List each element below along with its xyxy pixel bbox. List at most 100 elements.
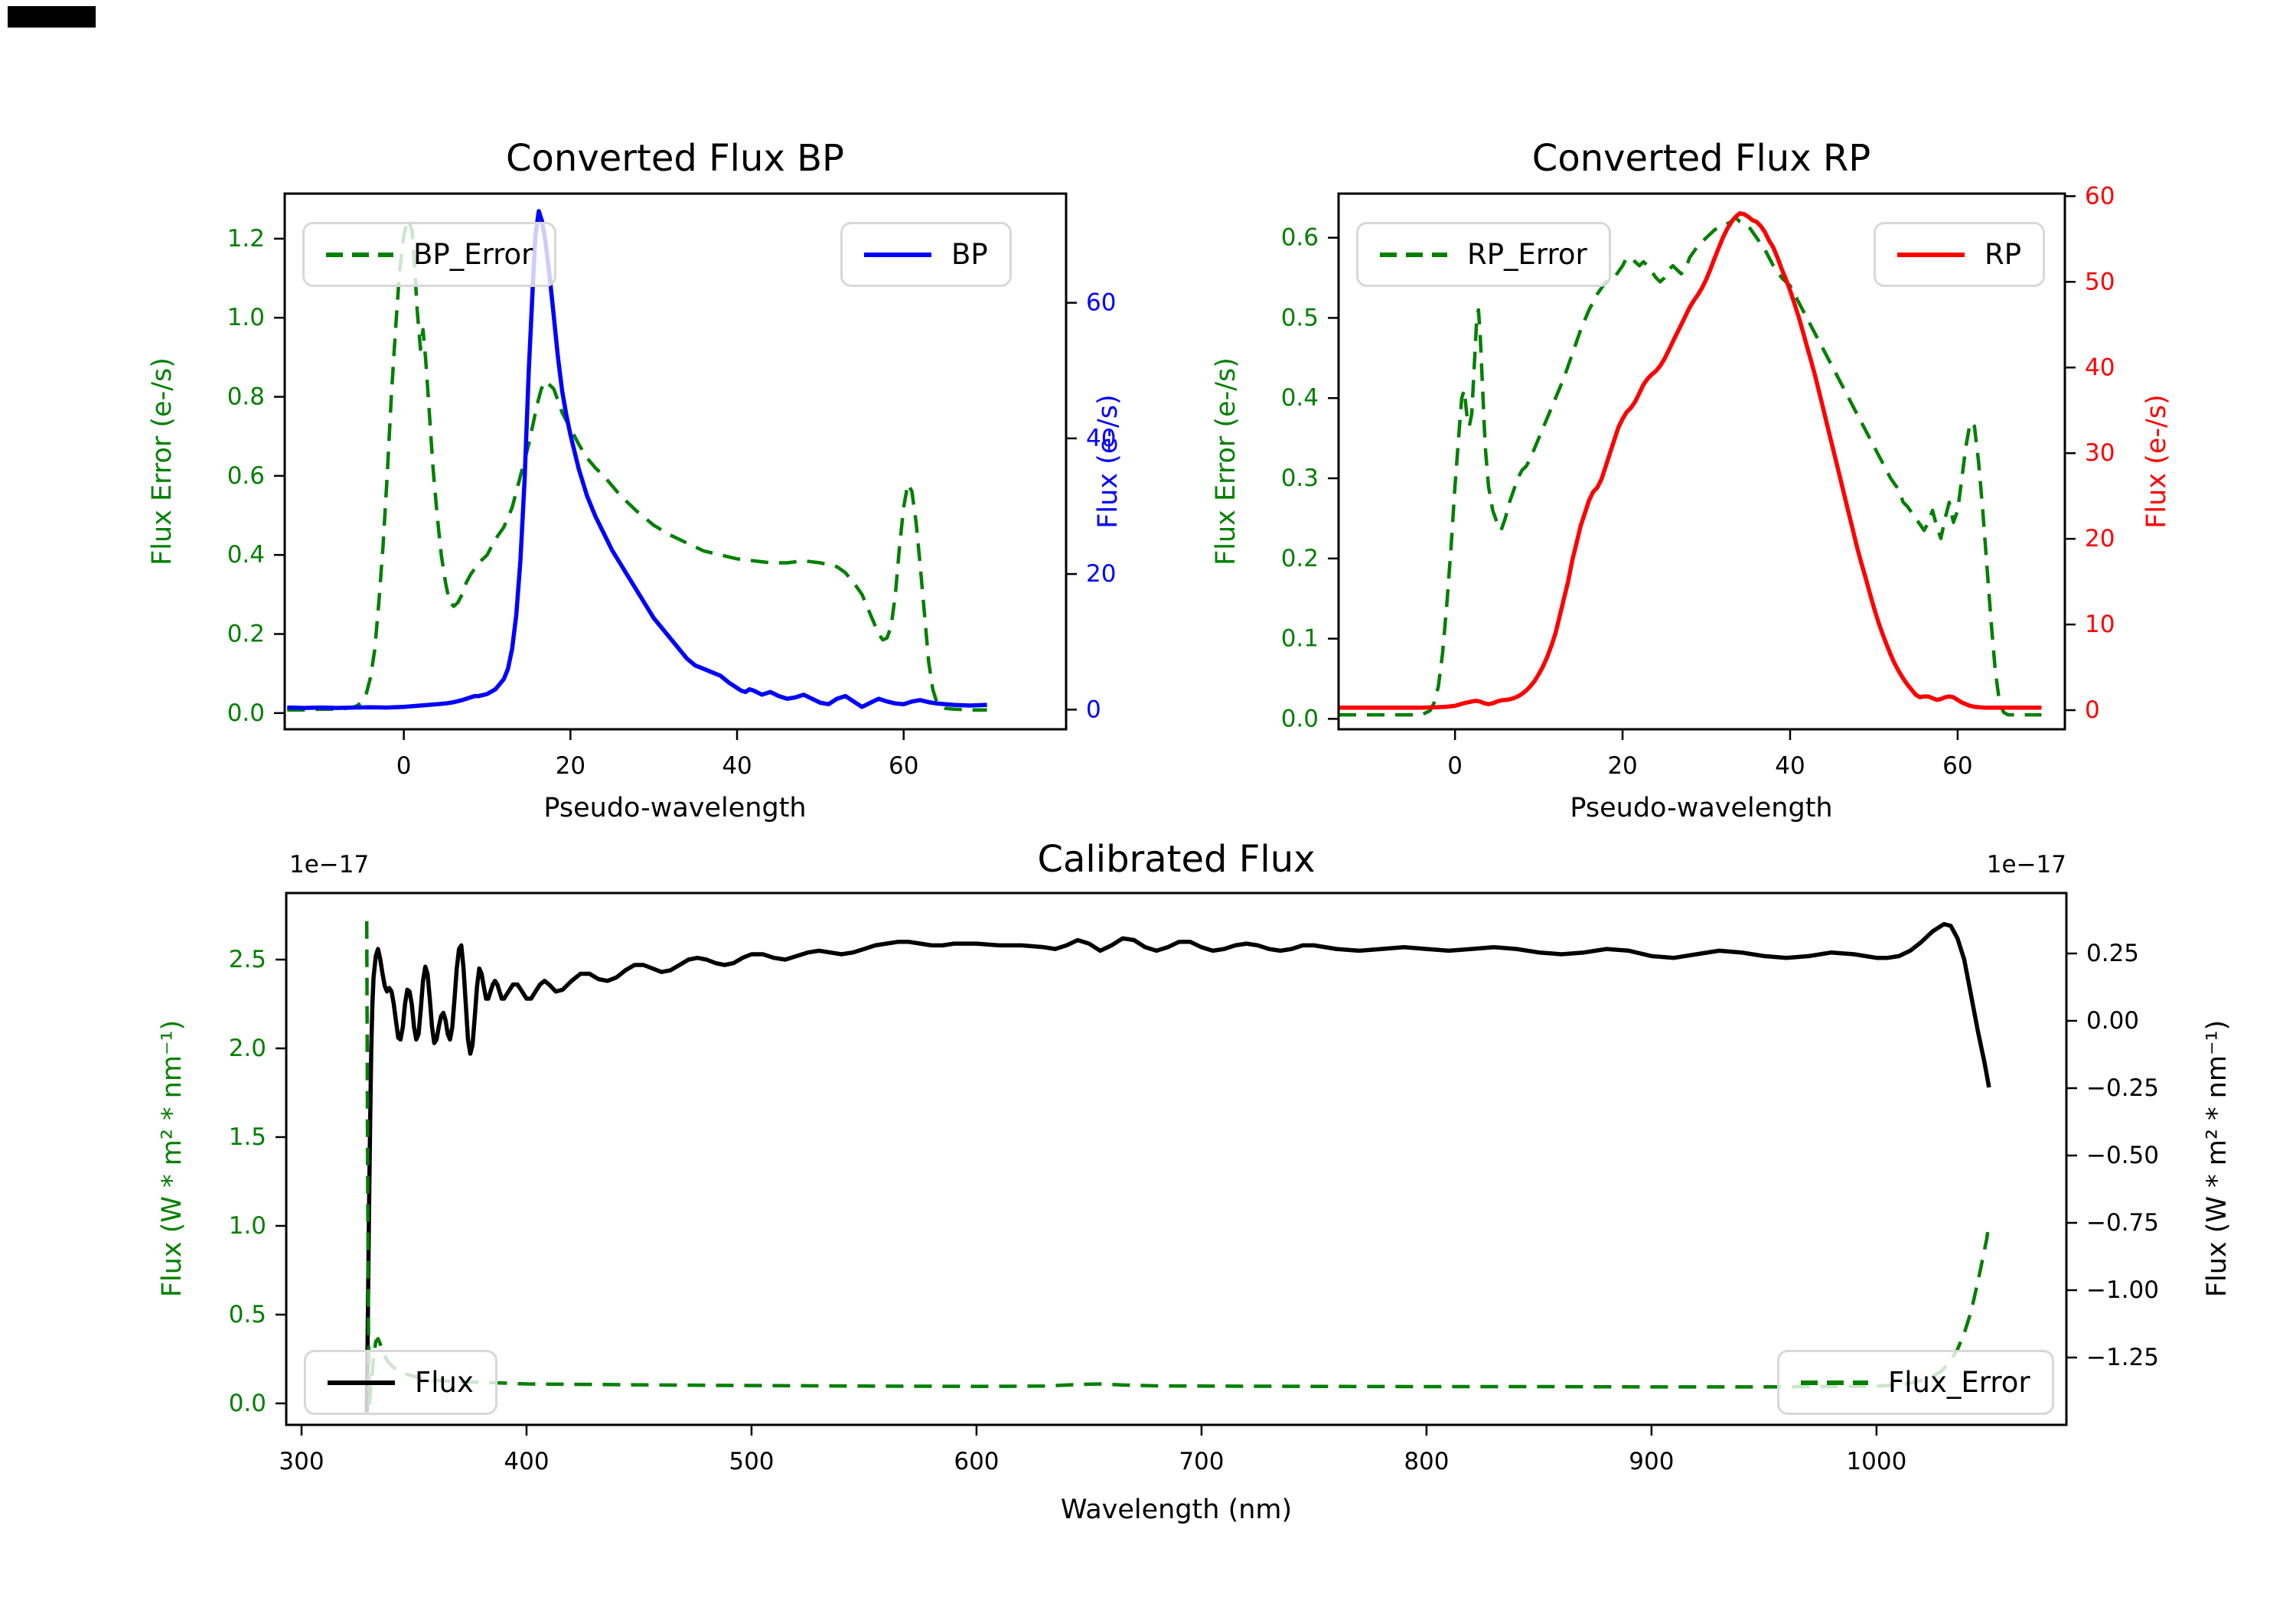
y-left-tick-label: 0.0 <box>229 1390 266 1417</box>
y-left-tick-label: 0.2 <box>1281 545 1319 572</box>
x-tick-label: 800 <box>1404 1448 1449 1475</box>
legend-line-sample <box>328 1378 395 1387</box>
y-right-tick-label: −0.75 <box>2086 1209 2159 1237</box>
y-right-tick-label: 0.00 <box>2086 1007 2139 1035</box>
legend-label: RP <box>1985 238 2022 271</box>
y-left-tick-label: 0.6 <box>227 462 265 490</box>
y-right-tick-label: 40 <box>1086 425 1116 452</box>
y-left-tick-label: 0.0 <box>227 699 265 727</box>
y-right-tick-label: 0.25 <box>2086 940 2139 967</box>
y-left-tick-label: 2.0 <box>229 1035 266 1062</box>
y-left-tick-label: 1.2 <box>227 225 265 253</box>
y-left-tick-label: 0.2 <box>227 620 265 647</box>
y-left-tick-label: 1.0 <box>227 304 265 331</box>
screen-corner-artifact <box>8 6 96 28</box>
legend-rp: RP <box>1874 222 2046 287</box>
y-axis-label-bp-error: Flux Error (e-/s) <box>147 357 178 566</box>
y-axis-label-rp-error: Flux Error (e-/s) <box>1211 357 1241 566</box>
axes-spines <box>285 892 2068 1426</box>
y-right-tick-label: −0.25 <box>2086 1074 2159 1102</box>
y-right-tick-label: −1.00 <box>2086 1276 2159 1304</box>
legend-line-sample <box>864 250 931 259</box>
legend-bp: BP <box>840 222 1012 287</box>
y-right-tick-label: 0 <box>2085 696 2100 724</box>
series-line-Flux_Error <box>364 921 1991 1406</box>
legend-label: BP <box>951 238 988 271</box>
legend-label: Flux <box>415 1366 474 1399</box>
y-left-tick-label: 0.6 <box>1281 224 1319 252</box>
chart-title-bp: Converted Flux BP <box>506 137 844 180</box>
y-left-tick-label: 0.1 <box>1281 625 1319 653</box>
x-axis-label-rp: Pseudo-wavelength <box>1570 793 1833 823</box>
x-tick-label: 600 <box>954 1448 999 1475</box>
x-tick-label: 300 <box>279 1448 324 1475</box>
legend-line-sample <box>1380 250 1447 259</box>
x-tick-label: 40 <box>722 752 752 780</box>
series-line-BP <box>287 209 987 710</box>
y-left-tick-label: 0.8 <box>227 383 265 411</box>
legend-label: BP_Error <box>413 238 533 271</box>
y-right-tick-label: 60 <box>2085 182 2115 210</box>
x-tick-label: 400 <box>504 1448 549 1475</box>
x-tick-label: 700 <box>1179 1448 1224 1475</box>
series-line-Flux <box>364 921 1991 1413</box>
legend-line-sample <box>326 250 393 259</box>
x-tick-label: 1000 <box>1846 1448 1906 1475</box>
y-left-tick-label: 0.5 <box>1281 304 1319 331</box>
subplot-0: 0 20 40 60 0.0 0.2 0.4 0.6 0.8 1.0 1.2 0 20 40 60 <box>227 192 1116 780</box>
y-left-tick-label: 1.5 <box>229 1123 266 1151</box>
series-line-RP_Error <box>1339 216 2042 717</box>
x-tick-label: 0 <box>1447 752 1463 780</box>
y-axis-label-rp-flux: Flux (e-/s) <box>2141 394 2172 529</box>
y-right-tick-label: 60 <box>1086 289 1116 317</box>
legend-flux-error: Flux_Error <box>1777 1350 2054 1415</box>
x-axis-label-calibrated: Wavelength (nm) <box>1060 1495 1293 1525</box>
axes-spines <box>283 192 1068 731</box>
series-line-BP_Error <box>287 217 987 712</box>
x-tick-label: 40 <box>1775 752 1805 780</box>
y-right-tick-label: 10 <box>2085 611 2115 638</box>
legend-label: RP_Error <box>1467 238 1587 271</box>
y-axis-label-bp-flux: Flux (e-/s) <box>1093 394 1124 529</box>
legend-line-sample <box>1801 1378 1868 1387</box>
y-axis-label-cal-flux: Flux (W * m² * nm⁻¹) <box>157 1019 188 1298</box>
y-right-tick-label: 20 <box>2085 525 2115 553</box>
subplot-1: 0 20 40 60 0.0 0.1 0.2 0.3 0.4 0.5 0.6 0 10 20 30 40 50 6… <box>1281 182 2115 780</box>
y-right-tick-label: −0.50 <box>2086 1142 2159 1169</box>
x-tick-label: 500 <box>729 1448 774 1475</box>
offset-text-right: 1e−17 <box>1986 851 2066 878</box>
y-left-tick-label: 0.3 <box>1281 464 1319 492</box>
y-left-tick-label: 0.4 <box>227 541 265 569</box>
chart-title-rp: Converted Flux RP <box>1531 137 1871 180</box>
x-tick-label: 60 <box>889 752 918 780</box>
y-right-tick-label: 20 <box>1086 560 1116 588</box>
x-tick-label: 0 <box>396 752 412 780</box>
y-left-tick-label: 0.5 <box>229 1301 266 1328</box>
y-left-tick-label: 0.4 <box>1281 384 1319 412</box>
legend-label: Flux_Error <box>1888 1366 2030 1399</box>
axes-spines <box>1337 192 2066 731</box>
x-tick-label: 900 <box>1629 1448 1674 1475</box>
legend-rp-error: RP_Error <box>1356 222 1611 287</box>
y-left-tick-label: 1.0 <box>229 1212 266 1240</box>
x-tick-label: 20 <box>1607 752 1637 780</box>
y-right-tick-label: 30 <box>2085 439 2115 467</box>
legend-bp-error: BP_Error <box>302 222 557 287</box>
subplot-2: 300 400 500 600 700 800 900 1000 0.0 0.5 1.0 1.5 2.0… <box>229 892 2159 1475</box>
y-right-tick-label: −1.25 <box>2086 1344 2159 1371</box>
y-axis-label-cal-flux-error: Flux (W * m² * nm⁻¹) <box>2202 1019 2232 1298</box>
y-left-tick-label: 0.0 <box>1281 705 1319 732</box>
y-right-tick-label: 50 <box>2085 268 2115 295</box>
chart-title-calibrated: Calibrated Flux <box>1037 838 1316 881</box>
y-right-tick-label: 0 <box>1086 696 1101 723</box>
x-tick-label: 20 <box>556 752 585 780</box>
legend-line-sample <box>1897 250 1965 259</box>
legend-flux: Flux <box>304 1350 497 1415</box>
series-line-RP <box>1339 210 2042 710</box>
x-tick-label: 60 <box>1942 752 1972 780</box>
y-left-tick-label: 2.5 <box>229 946 266 973</box>
y-right-tick-label: 40 <box>2085 354 2115 381</box>
offset-text-left: 1e−17 <box>289 851 370 878</box>
